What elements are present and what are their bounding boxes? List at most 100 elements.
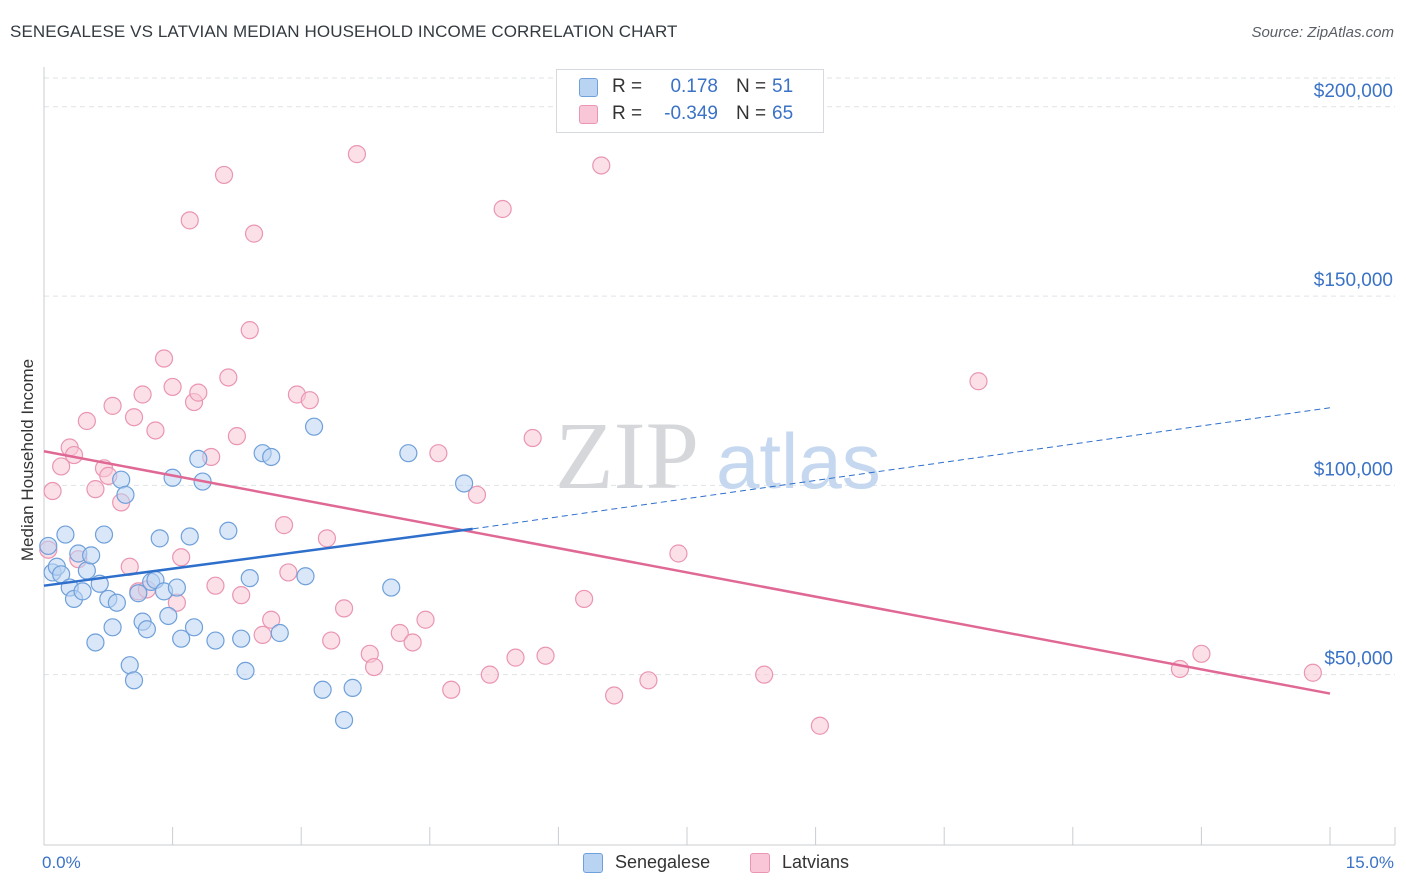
latvians-legend-swatch: [750, 852, 770, 873]
senegalese-point-26: [150, 529, 169, 548]
latvians-point-60: [669, 544, 688, 563]
y-tick-label-1: $100,000: [1314, 459, 1393, 480]
x-tick-label-min: 0.0%: [42, 853, 81, 872]
chart-title: SENEGALESE VS LATVIAN MEDIAN HOUSEHOLD I…: [10, 22, 678, 41]
legend-label-latvians: Latvians: [782, 852, 850, 872]
latvians-point-2: [52, 457, 71, 476]
latvians-point-28: [219, 368, 238, 387]
senegalese-point-46: [313, 680, 332, 699]
latvians-point-6: [77, 411, 96, 431]
latvians-point-57: [592, 156, 611, 175]
latvians-point-34: [262, 610, 281, 629]
latvians-point-51: [480, 665, 499, 684]
latvians-point-30: [232, 586, 251, 605]
senegalese-point-33: [184, 618, 204, 637]
legend-item-senegalese[interactable]: Senegalese: [583, 852, 710, 873]
latvians-point-21: [172, 548, 191, 567]
latvians-point-62: [810, 716, 829, 735]
latvians-point-46: [403, 633, 422, 652]
legend-item-latvians[interactable]: Latvians: [750, 852, 849, 873]
senegalese-point-18: [116, 485, 135, 504]
y-tick-label-3: $200,000: [1314, 81, 1393, 102]
senegalese-point-17: [112, 470, 131, 489]
senegalese-point-43: [270, 623, 289, 643]
axes: [43, 67, 1396, 846]
latvians-point-65: [1192, 644, 1211, 663]
senegalese-point-10: [82, 546, 101, 565]
latvians-point-56: [575, 589, 594, 609]
senegalese-point-30: [167, 578, 186, 597]
legend-row-senegalese: R = 0.178 N = 51: [579, 74, 793, 100]
latvians-point-31: [240, 321, 259, 340]
source-label[interactable]: Source: ZipAtlas.com: [1251, 24, 1394, 41]
latvians-point-39: [317, 529, 337, 548]
legend-label-senegalese: Senegalese: [615, 852, 711, 872]
latvians-point-32: [244, 224, 264, 243]
senegalese-point-47: [334, 710, 354, 730]
senegalese-legend-swatch: [583, 852, 603, 873]
senegalese-swatch: [579, 77, 598, 97]
trend-lines: [43, 407, 1331, 695]
y-axis-title: Median Household Income: [18, 358, 37, 562]
latvians-point-15: [133, 385, 152, 404]
latvians-point-50: [467, 485, 487, 504]
y-tick-label-2: $150,000: [1314, 270, 1393, 291]
senegalese-point-8: [73, 582, 92, 601]
series-legend: Senegalese Latvians: [0, 852, 1406, 876]
senegalese-trend-extension: [472, 407, 1331, 530]
n-label: N =: [736, 103, 767, 124]
senegalese-point-21: [129, 584, 148, 603]
latvians-swatch: [579, 104, 598, 124]
senegalese-point-11: [86, 633, 105, 652]
latvians-point-18: [154, 349, 174, 368]
latvians-point-26: [206, 576, 225, 595]
correlation-legend: R = 0.178 N = 51 R = -0.349 N = 65: [556, 69, 824, 133]
n-value: 65: [772, 103, 794, 124]
senegalese-point-31: [172, 629, 191, 648]
latvians-point-33: [253, 625, 272, 644]
latvians-point-61: [755, 665, 774, 684]
latvians-point-1: [43, 481, 62, 501]
legend-row-latvians: R = -0.349 N = 65: [579, 101, 793, 127]
latvians-point-29: [227, 427, 246, 446]
senegalese-point-13: [94, 525, 114, 544]
latvians-point-49: [442, 680, 461, 699]
r-label: R =: [612, 103, 643, 124]
senegalese-point-36: [206, 631, 225, 650]
senegalese-point-51: [454, 474, 474, 493]
senegalese-point-37: [219, 521, 238, 540]
senegalese-point-44: [296, 567, 315, 586]
latvians-point-17: [146, 421, 165, 440]
latvians-point-22: [180, 211, 199, 230]
n-value: 51: [772, 76, 794, 97]
senegalese-point-23: [137, 620, 156, 639]
latvians-point-40: [322, 631, 341, 650]
senegalese-point-4: [56, 525, 75, 544]
senegalese-point-9: [77, 561, 96, 580]
x-tick-label-max: 15.0%: [1345, 853, 1394, 872]
senegalese-point-48: [343, 678, 362, 697]
senegalese-point-28: [159, 606, 178, 626]
latvians-point-53: [506, 648, 525, 667]
senegalese-point-0: [39, 536, 58, 556]
senegalese-point-20: [124, 671, 144, 690]
latvians-point-35: [274, 516, 294, 535]
latvians-point-66: [1303, 663, 1322, 682]
latvians-point-13: [124, 408, 144, 427]
latvians-point-55: [536, 646, 555, 665]
latvians-trend-line: [43, 450, 1331, 695]
latvians-point-47: [416, 610, 435, 629]
senegalese-point-19: [120, 656, 139, 675]
latvians-point-52: [493, 199, 512, 219]
latvians-point-54: [523, 428, 542, 448]
senegalese-point-32: [180, 527, 199, 546]
latvians-point-10: [103, 396, 122, 415]
senegalese-point-39: [236, 661, 255, 680]
senegalese-point-42: [262, 447, 281, 467]
senegalese-point-45: [304, 417, 324, 436]
r-value: 0.178: [670, 76, 718, 97]
latvians-point-27: [214, 165, 234, 185]
senegalese-point-15: [103, 618, 122, 637]
latvians-point-19: [163, 377, 182, 397]
